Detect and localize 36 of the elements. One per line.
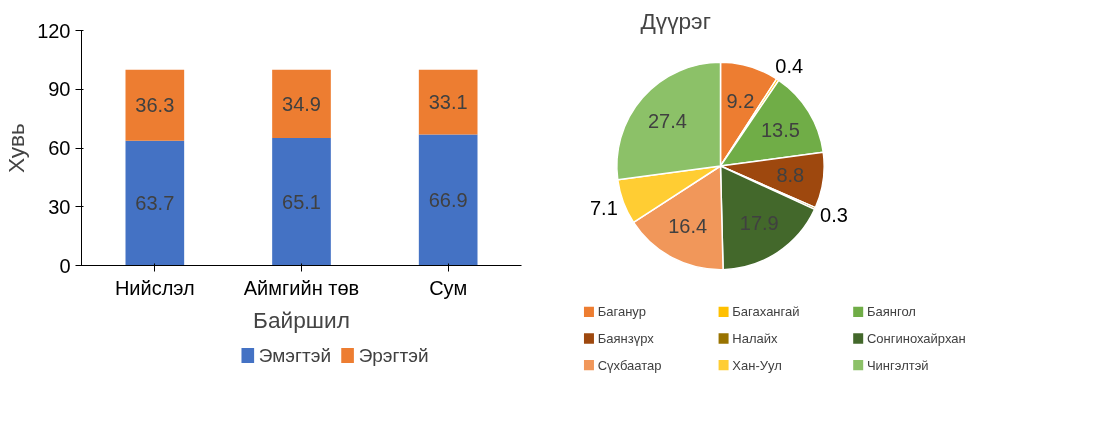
data-label: 65.1 [282, 190, 321, 213]
data-label: 8.8 [776, 164, 805, 187]
y-tick-label: 90 [48, 78, 71, 101]
y-axis-title: Хувь [3, 123, 30, 173]
x-tick-label: Сум [429, 276, 468, 299]
legend-label: Эмэгтэй [258, 345, 331, 366]
legend-label: Багахангай [732, 304, 800, 320]
x-axis-title: Байршил [253, 306, 350, 333]
x-tick-label: Нийслэл [114, 276, 195, 299]
legend-label: Баянзүрх [597, 331, 655, 346]
data-label: 9.2 [726, 90, 755, 113]
y-tick-label: 0 [59, 254, 71, 277]
data-label: 66.9 [428, 188, 468, 211]
data-label: 0.4 [775, 55, 804, 78]
legend-label: Баянгол [866, 304, 916, 320]
legend-label: Баганур [597, 304, 646, 320]
x-tick-label: Аймгийн төв [243, 276, 360, 299]
legend-label: Чингэлтэй [866, 357, 929, 373]
data-label: 16.4 [668, 214, 708, 237]
legend-label: Эрэгтэй [358, 345, 429, 366]
data-label: 63.7 [135, 192, 175, 215]
y-tick-label: 60 [48, 137, 71, 159]
data-label: 36.3 [135, 94, 175, 117]
y-tick-label: 30 [48, 195, 71, 218]
legend-label: Сонгинохайрхан [866, 331, 966, 346]
legend-label: Сүхбаатар [597, 357, 662, 373]
data-label: 13.5 [760, 119, 800, 142]
legend-label: Налайх [732, 331, 779, 346]
legend-label: Хан-Уул [732, 357, 782, 373]
data-label: 33.1 [428, 91, 468, 114]
chart-title: Дүүрэг [640, 7, 711, 34]
data-label: 34.9 [282, 92, 321, 115]
y-tick-label: 120 [37, 19, 71, 42]
data-label: 0.3 [820, 204, 848, 227]
data-label: 27.4 [647, 110, 687, 133]
data-label: 7.1 [589, 196, 618, 219]
